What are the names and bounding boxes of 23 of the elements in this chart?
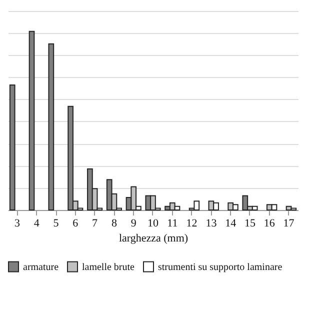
legend-label: armature — [23, 262, 60, 273]
x-tick-label: 10 — [148, 218, 159, 230]
bar — [28, 30, 35, 210]
x-tick-label: 6 — [72, 218, 79, 230]
x-tick-label: 4 — [34, 218, 40, 230]
x-tick-label: 7 — [92, 218, 98, 230]
bar — [48, 43, 54, 210]
x-tick-label: 17 — [283, 218, 295, 230]
x-tick-label: 16 — [264, 218, 276, 230]
bar — [9, 84, 16, 210]
x-tick-label: 8 — [111, 218, 118, 230]
x-tick-label: 13 — [206, 218, 218, 230]
x-axis-title: larghezza (mm) — [118, 232, 188, 244]
legend-label: lamelle brute — [82, 262, 136, 273]
legend-label: strumenti su supporto laminare — [158, 262, 283, 273]
x-tick-label: 3 — [14, 218, 20, 230]
x-tick-label: 12 — [186, 218, 198, 230]
x-tick-label: 5 — [53, 218, 60, 230]
x-tick-label: 14 — [225, 218, 237, 230]
x-tick-label: 15 — [244, 218, 256, 230]
bar — [242, 195, 248, 210]
x-tick-label: 9 — [130, 218, 137, 230]
x-tick-label: 11 — [167, 218, 178, 230]
